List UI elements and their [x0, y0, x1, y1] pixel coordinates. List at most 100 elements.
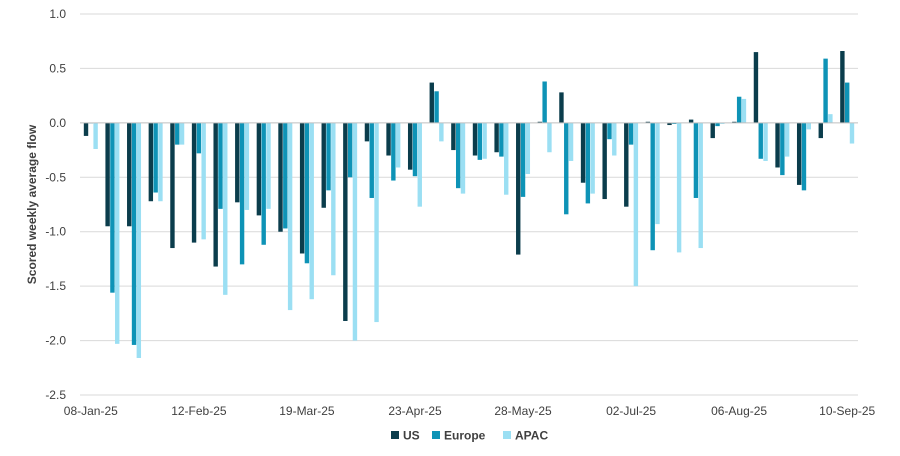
- bar-us: [753, 52, 759, 123]
- bar-us: [732, 121, 737, 123]
- bar-us: [191, 122, 197, 243]
- x-tick-label: 28-May-25: [494, 404, 552, 418]
- bar-europe: [715, 122, 720, 127]
- bar-europe: [110, 122, 115, 293]
- bar-europe: [564, 122, 569, 215]
- bar-europe: [239, 122, 245, 265]
- bar-us: [667, 122, 672, 126]
- bar-apac: [179, 122, 185, 145]
- x-tick-label: 10-Sep-25: [819, 404, 875, 418]
- bar-europe: [391, 122, 396, 181]
- bar-europe: [283, 122, 288, 229]
- x-axis: 08-Jan-25 12-Feb-25 19-Mar-25 23-Apr-25 28-M…: [64, 122, 876, 418]
- y-tick-label: 0.0: [49, 116, 66, 130]
- bar-europe: [607, 122, 612, 140]
- y-tick-label: 1.0: [49, 7, 66, 21]
- bar-apac: [287, 122, 293, 311]
- legend-swatch-us: [391, 431, 399, 439]
- y-tick-label: -1.0: [45, 225, 66, 239]
- bar-europe: [153, 122, 158, 193]
- bar-europe: [844, 82, 850, 123]
- bar-us: [602, 122, 607, 200]
- bar-europe: [175, 122, 180, 145]
- bar-us: [818, 122, 823, 139]
- bar-us: [321, 122, 326, 208]
- bar-us: [710, 122, 715, 139]
- bar-us: [127, 122, 132, 227]
- bar-europe: [218, 122, 223, 209]
- bar-europe: [131, 122, 137, 345]
- bar-apac: [633, 122, 639, 287]
- bar-apac: [417, 122, 422, 207]
- y-tick-label: -0.5: [45, 170, 66, 184]
- bar-us: [537, 121, 543, 123]
- bar-us: [516, 122, 521, 255]
- bar-europe: [434, 91, 439, 123]
- bar-apac: [612, 122, 617, 156]
- bar-europe: [542, 81, 547, 123]
- legend-label-us: US: [403, 429, 420, 443]
- bar-us: [429, 82, 434, 123]
- bar-apac: [806, 122, 811, 130]
- bar-apac: [266, 122, 271, 209]
- bar-apac: [590, 122, 595, 194]
- legend-swatch-apac: [503, 431, 511, 439]
- bar-us: [624, 122, 629, 207]
- bar-us: [451, 122, 456, 151]
- bar-europe: [736, 96, 742, 123]
- bar-us: [494, 122, 499, 153]
- bar-us: [278, 122, 283, 232]
- bar-us: [559, 92, 564, 123]
- bar-europe: [477, 122, 483, 160]
- bar-apac: [676, 122, 682, 253]
- bar-apac: [352, 122, 358, 341]
- x-tick-label: 19-Mar-25: [279, 404, 335, 418]
- bar-apac: [655, 122, 660, 225]
- bar-us: [796, 122, 802, 185]
- bar-europe: [823, 58, 828, 123]
- bar-apac: [849, 122, 855, 144]
- legend-swatch-europe: [432, 431, 440, 439]
- y-tick-label: -2.5: [45, 388, 66, 402]
- y-tick-label: -2.0: [45, 334, 66, 348]
- bar-apac: [395, 122, 401, 168]
- bar-us: [580, 122, 586, 183]
- bar-europe: [455, 122, 461, 189]
- y-tick-label: 0.5: [49, 61, 66, 75]
- bar-us: [299, 122, 305, 254]
- bar-europe: [672, 122, 677, 124]
- y-tick-label: -1.5: [45, 279, 66, 293]
- bar-us: [688, 119, 694, 123]
- bar-us: [170, 122, 175, 249]
- legend: US Europe APAC: [391, 429, 548, 443]
- bar-apac: [244, 122, 250, 210]
- bar-apac: [547, 122, 552, 153]
- legend-label-apac: APAC: [515, 429, 548, 443]
- bar-europe: [801, 122, 807, 191]
- bar-us: [213, 122, 218, 267]
- bar-apac: [784, 122, 790, 157]
- bar-europe: [347, 122, 353, 178]
- bar-apac: [460, 122, 466, 194]
- bar-europe: [628, 122, 634, 145]
- bar-europe: [196, 122, 202, 154]
- bar-us: [235, 122, 240, 203]
- bar-apac: [482, 122, 487, 159]
- bar-europe: [693, 122, 699, 198]
- gridlines: [80, 13, 858, 396]
- bar-apac: [201, 122, 206, 240]
- bar-us: [364, 122, 370, 142]
- bar-apac: [568, 122, 574, 161]
- bars: [83, 51, 855, 358]
- y-axis-ticks: 1.0 0.5 0.0 -0.5 -1.0 -1.5 -2.0 -2.5: [45, 7, 66, 402]
- x-tick-label: 12-Feb-25: [171, 404, 227, 418]
- bar-us: [148, 122, 154, 202]
- bar-apac: [158, 122, 163, 202]
- bar-apac: [763, 122, 768, 161]
- bar-apac: [115, 122, 120, 344]
- bar-apac: [720, 122, 725, 124]
- bar-europe: [520, 122, 526, 197]
- bar-apac: [93, 122, 98, 149]
- bar-europe: [780, 122, 785, 176]
- bar-us: [386, 122, 391, 156]
